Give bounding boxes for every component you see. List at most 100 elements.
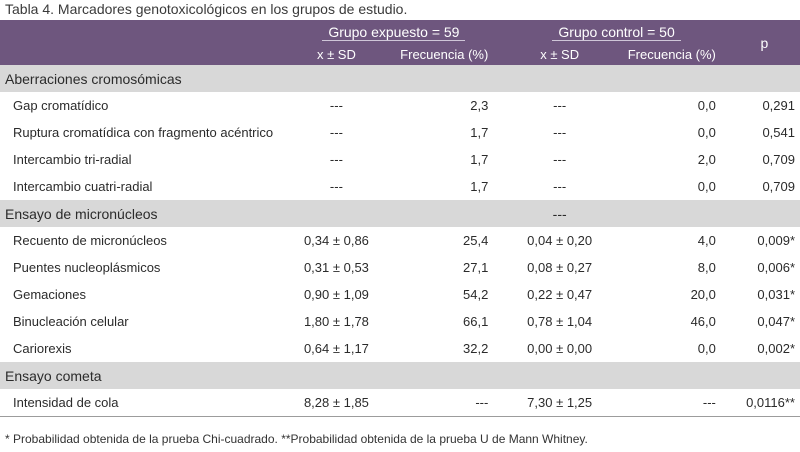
cell-e-sd: 0,31 ± 0,53	[303, 260, 369, 275]
section-blank	[615, 65, 729, 92]
cell-e-freq: 25,4	[463, 233, 489, 248]
header-row-columns: x ± SD Frecuencia (%) x ± SD Frecuencia …	[0, 44, 800, 65]
cell-p: 0,031*	[757, 287, 795, 302]
data-table: Grupo expuesto = 59 Grupo control = 50 p…	[0, 20, 800, 416]
cell-p: 0,002*	[757, 341, 795, 356]
cell-c-freq: 0,0	[697, 125, 716, 140]
table-row: Ruptura cromatídica con fragmento acéntr…	[0, 119, 800, 146]
cell-e-sd: ---	[329, 125, 343, 140]
table-row: Gap cromatídico --- 2,3 --- 0,0 0,291	[0, 92, 800, 119]
section-blank	[728, 362, 800, 389]
cell-p: 0,709	[762, 152, 795, 167]
table-row: Puentes nucleoplásmicos 0,31 ± 0,53 27,1 0,…	[0, 254, 800, 281]
section-blank	[283, 65, 390, 92]
cell-c-freq: 0,0	[697, 179, 716, 194]
section-mid-value	[504, 65, 616, 92]
section-mid-value	[504, 362, 616, 389]
cell-p: 0,006*	[757, 260, 795, 275]
header-blank	[0, 20, 284, 44]
cell-e-sd: ---	[329, 152, 343, 167]
cell-c-freq: 8,0	[697, 260, 716, 275]
header-blank-2	[0, 44, 284, 65]
section-blank	[615, 362, 729, 389]
cell-c-sd: 7,30 ± 1,25	[527, 395, 593, 410]
header-exposed-mean-sd: x ± SD	[283, 44, 390, 65]
cell-c-sd: 0,00 ± 0,00	[527, 341, 593, 356]
header-p: p	[728, 20, 800, 65]
cell-label: Gemaciones	[13, 287, 86, 302]
cell-c-freq: ---	[702, 395, 716, 410]
section-blank	[615, 200, 729, 227]
header-group-control: Grupo control = 50	[504, 20, 729, 44]
table-row: Cariorexis 0,64 ± 1,17 32,2 0,00 ± 0,00 0,0 0…	[0, 335, 800, 362]
section-title: Ensayo cometa	[0, 362, 284, 389]
cell-c-sd: 0,04 ± 0,20	[527, 233, 593, 248]
table-row: Intercambio tri-radial --- 1,7 --- 2,0 0,709	[0, 146, 800, 173]
cell-label: Intercambio tri-radial	[13, 152, 132, 167]
section-blank	[389, 362, 505, 389]
table-row: Recuento de micronúcleos 0,34 ± 0,86 25,4 0…	[0, 227, 800, 254]
cell-label: Recuento de micronúcleos	[13, 233, 167, 248]
cell-e-sd: 1,80 ± 1,78	[303, 314, 369, 329]
header-group-exposed-label: Grupo expuesto = 59	[322, 24, 466, 41]
section-header: Aberraciones cromosómicas	[0, 65, 800, 92]
table-caption: Tabla 4. Marcadores genotoxicológicos en…	[5, 1, 408, 17]
cell-c-sd: ---	[553, 152, 567, 167]
cell-c-sd: 0,22 ± 0,47	[527, 287, 593, 302]
section-blank	[728, 200, 800, 227]
cell-e-sd: 0,64 ± 1,17	[303, 341, 369, 356]
section-header: Ensayo de micronúcleos ---	[0, 200, 800, 227]
table-row: Intercambio cuatri-radial --- 1,7 --- 0,0 0,7…	[0, 173, 800, 200]
cell-e-sd: 0,34 ± 0,86	[303, 233, 369, 248]
table-row: Gemaciones 0,90 ± 1,09 54,2 0,22 ± 0,47 20,0…	[0, 281, 800, 308]
table-row: Binucleación celular 1,80 ± 1,78 66,1 0,78 …	[0, 308, 800, 335]
cell-e-freq: 1,7	[470, 125, 489, 140]
cell-e-sd: 0,90 ± 1,09	[303, 287, 369, 302]
section-mid-value: ---	[504, 200, 616, 227]
cell-label: Gap cromatídico	[13, 98, 109, 113]
cell-p: 0,709	[762, 179, 795, 194]
cell-c-sd: 0,78 ± 1,04	[527, 314, 593, 329]
cell-label: Intercambio cuatri-radial	[13, 179, 153, 194]
cell-p: 0,291	[762, 98, 795, 113]
cell-c-sd: 0,08 ± 0,27	[527, 260, 593, 275]
cell-p: 0,541	[762, 125, 795, 140]
section-blank	[389, 200, 505, 227]
cell-p: 0,009*	[757, 233, 795, 248]
section-title: Aberraciones cromosómicas	[0, 65, 284, 92]
header-group-exposed: Grupo expuesto = 59	[283, 20, 505, 44]
cell-e-freq: 2,3	[470, 98, 489, 113]
header-control-mean-sd: x ± SD	[504, 44, 616, 65]
cell-c-freq: 20,0	[690, 287, 716, 302]
cell-e-freq: 54,2	[463, 287, 489, 302]
section-blank	[728, 65, 800, 92]
cell-c-freq: 2,0	[697, 152, 716, 167]
cell-label: Ruptura cromatídica con fragmento acéntr…	[13, 125, 274, 140]
cell-label: Puentes nucleoplásmicos	[13, 260, 161, 275]
cell-e-freq: 1,7	[470, 152, 489, 167]
cell-e-freq: ---	[475, 395, 489, 410]
cell-e-freq: 1,7	[470, 179, 489, 194]
cell-c-freq: 0,0	[697, 341, 716, 356]
cell-e-sd: ---	[329, 98, 343, 113]
cell-e-sd: ---	[329, 179, 343, 194]
cell-c-freq: 46,0	[690, 314, 716, 329]
cell-e-freq: 32,2	[463, 341, 489, 356]
table-row: Intensidad de cola 8,28 ± 1,85 --- 7,30 ± 1…	[0, 389, 800, 416]
table-bottom-rule	[0, 416, 800, 417]
header-group-control-label: Grupo control = 50	[552, 24, 681, 41]
section-title: Ensayo de micronúcleos	[0, 200, 284, 227]
cell-e-sd: 8,28 ± 1,85	[303, 395, 369, 410]
cell-c-sd: ---	[553, 125, 567, 140]
cell-e-freq: 27,1	[463, 260, 489, 275]
header-exposed-frequency: Frecuencia (%)	[389, 44, 505, 65]
section-blank	[283, 362, 390, 389]
table-footnote: * Probabilidad obtenida de la prueba Chi…	[5, 432, 588, 446]
section-blank	[389, 65, 505, 92]
header-row-groups: Grupo expuesto = 59 Grupo control = 50 p	[0, 20, 800, 65]
header-control-frequency: Frecuencia (%)	[615, 44, 729, 65]
cell-p: 0,0116**	[746, 395, 795, 410]
section-header: Ensayo cometa	[0, 362, 800, 389]
section-blank	[283, 200, 390, 227]
cell-label: Binucleación celular	[13, 314, 129, 329]
